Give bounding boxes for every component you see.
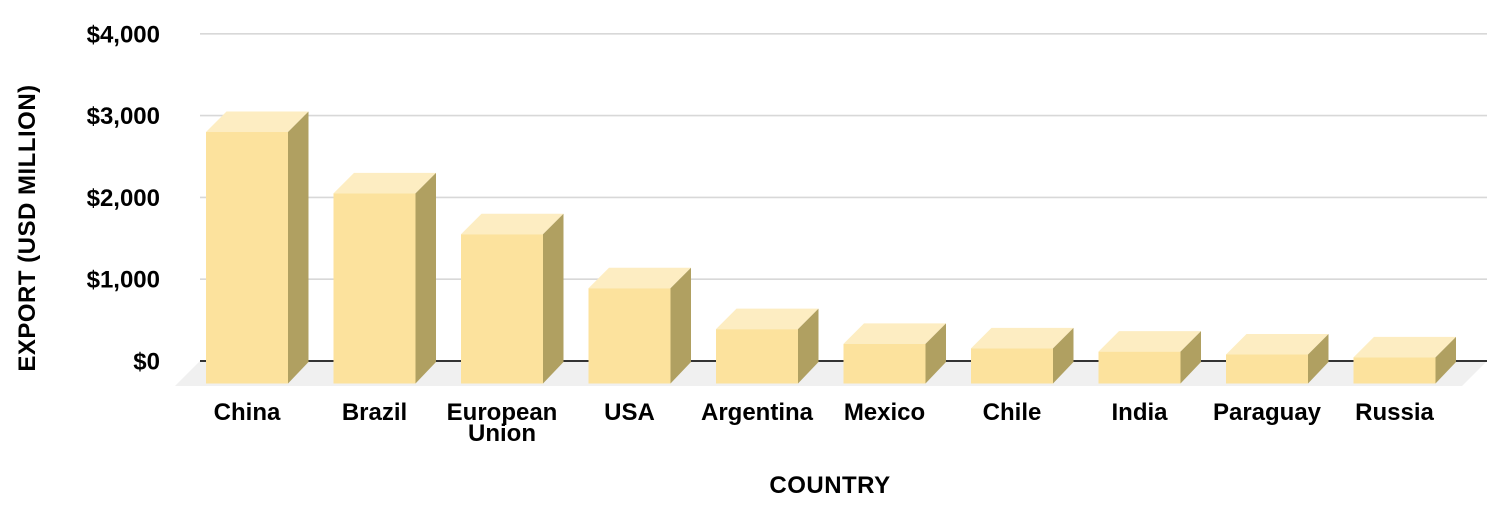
bar-front-face — [716, 329, 798, 384]
bar-top-face — [588, 267, 691, 289]
bar-front-face — [333, 193, 416, 384]
bar-side-face — [288, 111, 309, 384]
bar-side-face — [925, 323, 946, 384]
bar-front-face — [843, 343, 926, 384]
bar-brazil — [333, 172, 436, 384]
x-category-label: China — [214, 399, 281, 426]
x-category-label: Mexico — [844, 399, 925, 426]
bar-top-face — [1098, 331, 1201, 352]
x-category-label: Brazil — [342, 399, 407, 426]
x-category-label: India — [1111, 399, 1168, 426]
x-category-label: Chile — [983, 399, 1042, 426]
bar-top-face — [843, 323, 946, 344]
x-category-label: European Union — [447, 399, 558, 447]
bar-top-face — [206, 111, 309, 133]
bar-european-union — [461, 213, 564, 384]
y-tick-label: $0 — [133, 349, 160, 376]
bar-front-face — [206, 132, 288, 384]
bar-top-face — [971, 327, 1074, 349]
y-tick-label: $1,000 — [87, 267, 160, 294]
x-category-label: USA — [604, 399, 655, 426]
bar-side-face — [415, 172, 436, 384]
bar-usa — [588, 267, 691, 384]
y-tick-labels: $0 $1,000 $2,000 $3,000 $4,000 — [87, 21, 160, 375]
x-category-label: Russia — [1355, 399, 1434, 426]
bar-front-face — [1353, 357, 1436, 384]
bar-argentina — [716, 308, 819, 384]
bar-front-face — [1226, 354, 1308, 384]
bars — [206, 111, 1456, 384]
bar-front-face — [971, 348, 1053, 384]
bar-side-face — [1308, 334, 1329, 384]
x-category-label: Argentina — [701, 399, 814, 426]
bar-side-face — [670, 267, 691, 384]
bar-side-face — [1180, 331, 1201, 384]
bar-top-face — [1226, 334, 1329, 355]
bar-top-face — [1353, 336, 1456, 358]
bar-front-face — [588, 288, 671, 384]
bar-side-face — [543, 213, 564, 384]
y-tick-label: $2,000 — [87, 185, 160, 212]
bar-china — [206, 111, 309, 384]
y-axis-title: EXPORT (USD MILLION) — [14, 84, 41, 372]
bar-front-face — [461, 234, 543, 384]
x-category-labels: China Brazil European Union USA Argentina Mexi… — [214, 399, 1435, 447]
bar-top-face — [716, 308, 819, 330]
x-category-label: Paraguay — [1213, 399, 1322, 426]
bar-chile — [971, 327, 1074, 384]
bar-russia — [1353, 336, 1456, 384]
bar-mexico — [843, 323, 946, 384]
bar-india — [1098, 331, 1201, 384]
bar-front-face — [1098, 351, 1181, 384]
bar-side-face — [798, 308, 819, 384]
bar-paraguay — [1226, 334, 1329, 384]
bar-top-face — [461, 213, 564, 235]
bar-side-face — [1053, 327, 1074, 384]
y-tick-label: $4,000 — [87, 21, 160, 48]
y-tick-label: $3,000 — [87, 103, 160, 130]
bar-top-face — [333, 172, 436, 194]
bar-side-face — [1435, 336, 1456, 384]
x-axis-title: COUNTRY — [769, 472, 891, 499]
